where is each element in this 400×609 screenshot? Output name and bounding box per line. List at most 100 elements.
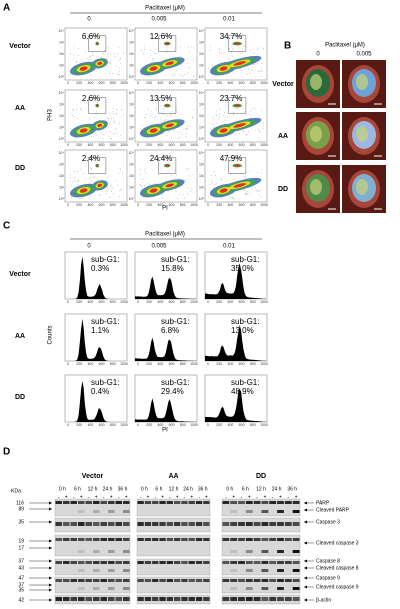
dot [103, 50, 105, 52]
tick: 200 [146, 362, 152, 366]
band [108, 550, 115, 553]
sub-g1-value: 13.0% [231, 326, 254, 335]
band [238, 522, 245, 526]
band [93, 597, 100, 601]
sign: + [146, 494, 149, 500]
tick: 10⁰ [199, 197, 205, 201]
density [233, 61, 246, 66]
dose: 0.005 [151, 244, 167, 250]
time: 24 h [103, 486, 113, 492]
band [230, 550, 238, 553]
tick: 1000 [260, 143, 268, 147]
dot [166, 46, 168, 48]
dot [72, 54, 74, 56]
dot [219, 116, 221, 118]
sign: + [232, 494, 235, 500]
band [253, 579, 261, 582]
band [152, 522, 159, 526]
band [277, 538, 284, 541]
blot [136, 517, 211, 533]
dot [242, 130, 244, 132]
density [97, 183, 103, 188]
sign: - [225, 494, 227, 500]
dot [218, 52, 220, 54]
dot [216, 122, 218, 124]
tick: 800 [110, 423, 116, 427]
tick: 1000 [120, 203, 128, 207]
band [230, 561, 238, 564]
band [100, 501, 107, 504]
dot [73, 45, 75, 47]
dot [121, 116, 123, 118]
band [181, 561, 188, 564]
band [277, 579, 284, 582]
band [123, 550, 130, 553]
dot [216, 114, 217, 116]
band [85, 579, 92, 582]
dot [181, 134, 183, 135]
band-label: Cleaved caspase 3 [316, 540, 359, 546]
marker: 47 [18, 575, 24, 581]
dot [187, 187, 189, 189]
band [78, 510, 85, 513]
dot [116, 109, 118, 110]
dot [71, 185, 73, 186]
band [55, 538, 62, 541]
tick: 200 [76, 300, 82, 304]
dot [93, 177, 94, 179]
panel-label: B [284, 41, 291, 52]
dot [121, 109, 122, 111]
tick: 600 [99, 362, 105, 366]
band-label: β-actin [316, 597, 331, 603]
band [137, 538, 144, 541]
dot [122, 172, 123, 174]
dot [94, 117, 96, 118]
tick: 400 [157, 81, 163, 85]
sub-g1-label: sub-G1: [161, 378, 189, 387]
dot [215, 115, 217, 117]
dot [252, 66, 254, 68]
tick: 800 [250, 143, 256, 147]
dot [241, 70, 243, 71]
dot [210, 174, 212, 176]
dot [121, 188, 122, 190]
sub-g1-value: 29.4% [161, 387, 184, 396]
histogram [135, 398, 197, 422]
density [219, 128, 228, 133]
dot [173, 74, 175, 76]
dot [256, 189, 258, 191]
dot [103, 134, 105, 136]
dot [257, 190, 259, 192]
tick: 800 [180, 300, 186, 304]
tick: 10³ [199, 162, 205, 166]
tick: 10³ [199, 40, 205, 44]
tick: 800 [250, 423, 256, 427]
density [233, 183, 246, 188]
tick: 800 [110, 143, 116, 147]
band [70, 561, 77, 564]
dot [142, 52, 144, 54]
dot [258, 47, 260, 49]
dot [262, 122, 264, 124]
dot [113, 122, 115, 124]
band [137, 597, 144, 601]
band [253, 561, 261, 564]
dot [168, 171, 170, 173]
dot [258, 194, 260, 196]
dot [102, 137, 104, 139]
band [277, 597, 284, 601]
tick: 1000 [260, 300, 268, 304]
band [292, 579, 300, 582]
dot [167, 119, 169, 121]
band [144, 538, 152, 541]
dot [248, 73, 250, 75]
band [144, 579, 152, 582]
dot [119, 196, 120, 198]
sign: - [118, 494, 120, 500]
row-label: DD [15, 165, 25, 172]
sign: + [95, 494, 98, 500]
band [63, 538, 70, 541]
dot [152, 60, 154, 61]
dot [168, 131, 170, 133]
band [166, 501, 173, 504]
